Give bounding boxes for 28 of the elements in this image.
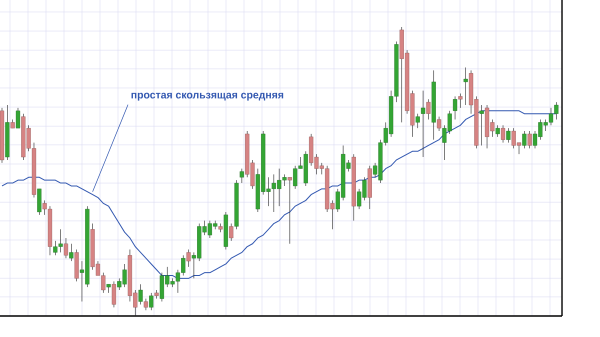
candlestick xyxy=(154,290,159,299)
candlestick xyxy=(416,113,420,128)
candlestick xyxy=(144,298,148,311)
candlestick xyxy=(288,176,292,244)
candlestick xyxy=(420,90,426,158)
candlestick xyxy=(64,238,68,258)
annotation: простая скользящая средняя xyxy=(132,92,284,101)
candlestick xyxy=(480,104,484,146)
candlestick xyxy=(69,243,74,262)
candlestick xyxy=(506,128,510,143)
candlestick xyxy=(496,124,500,138)
candlestick xyxy=(426,98,431,120)
candlestick xyxy=(37,188,42,216)
candlestick xyxy=(218,223,223,232)
candlestick xyxy=(149,292,154,311)
candlestick xyxy=(436,116,442,132)
candlestick xyxy=(16,108,20,128)
candlestick xyxy=(240,168,244,184)
candlestick xyxy=(528,130,532,149)
candlestick xyxy=(522,130,526,149)
candlestick xyxy=(138,284,143,305)
candlestick xyxy=(500,124,506,143)
candlestick xyxy=(186,249,191,268)
candlestick xyxy=(112,281,116,308)
candlestick xyxy=(458,93,463,108)
candlestick xyxy=(229,223,234,242)
candlestick xyxy=(452,96,458,120)
candlestick xyxy=(464,67,468,106)
